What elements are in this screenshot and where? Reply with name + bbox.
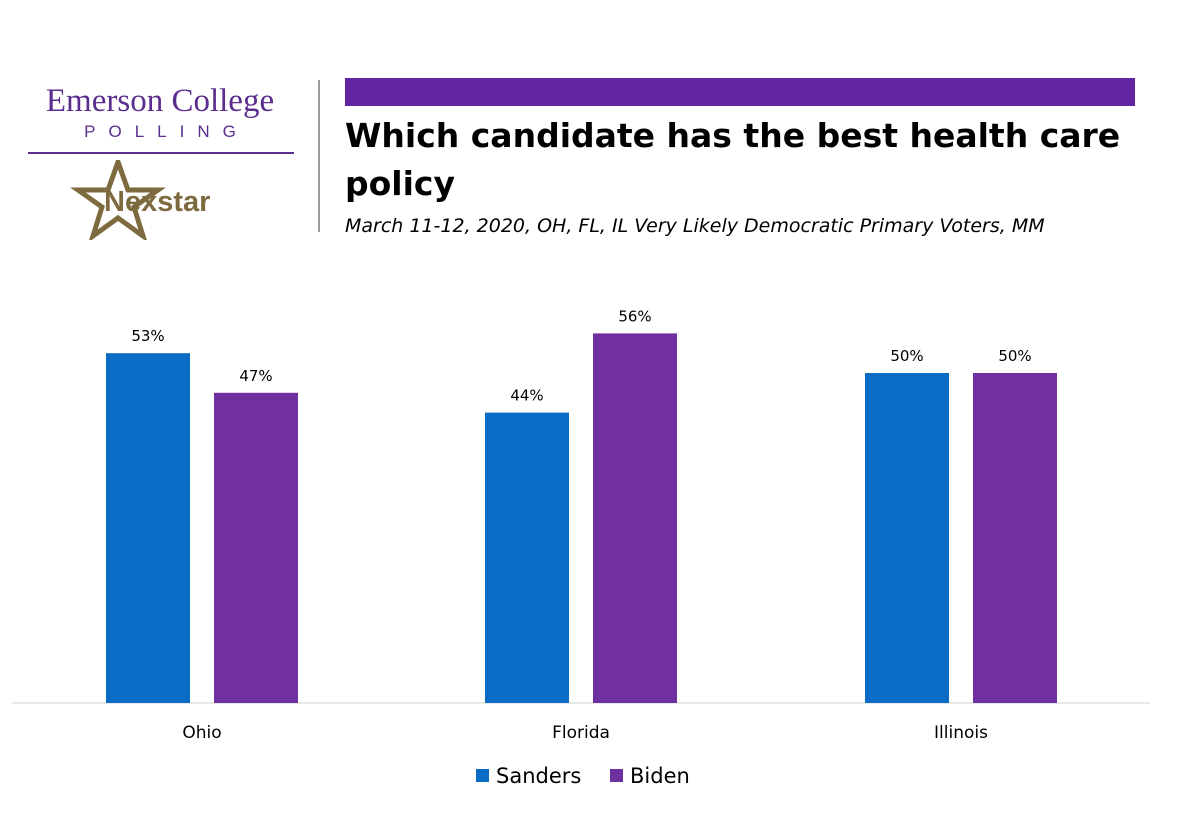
bar-biden-ohio: [214, 392, 298, 703]
logo-nexstar: Nexstar: [104, 186, 211, 218]
category-label-illinois: Illinois: [934, 723, 988, 743]
legend-label-biden: Biden: [630, 764, 690, 788]
legend-swatch-biden: [610, 769, 623, 782]
legend-swatch-sanders: [476, 769, 489, 782]
data-label-biden-illinois: 50%: [998, 347, 1031, 365]
data-label-biden-florida: 56%: [618, 307, 651, 325]
chart-subtitle: March 11-12, 2020, OH, FL, IL Very Likel…: [345, 215, 1045, 237]
bar-sanders-florida: [485, 412, 569, 703]
header-divider: [318, 80, 320, 232]
data-label-sanders-florida: 44%: [510, 387, 543, 405]
bar-sanders-illinois: [865, 373, 949, 703]
logo-polling: POLLING: [84, 122, 249, 141]
accent-bar: [345, 78, 1135, 106]
data-label-biden-ohio: 47%: [239, 367, 272, 385]
star-icon: [70, 160, 166, 240]
chart-title: Which candidate has the best health care…: [345, 116, 1121, 203]
logo-emerson-college: Emerson College: [45, 83, 275, 119]
legend-label-sanders: Sanders: [496, 764, 581, 788]
logo-divider: [28, 152, 294, 154]
data-label-sanders-ohio: 53%: [131, 327, 164, 345]
bar-biden-illinois: [973, 373, 1057, 703]
bar-sanders-ohio: [106, 353, 190, 703]
category-label-ohio: Ohio: [182, 723, 221, 743]
bar-biden-florida: [593, 333, 677, 703]
data-label-sanders-illinois: 50%: [890, 347, 923, 365]
category-label-florida: Florida: [552, 723, 610, 743]
